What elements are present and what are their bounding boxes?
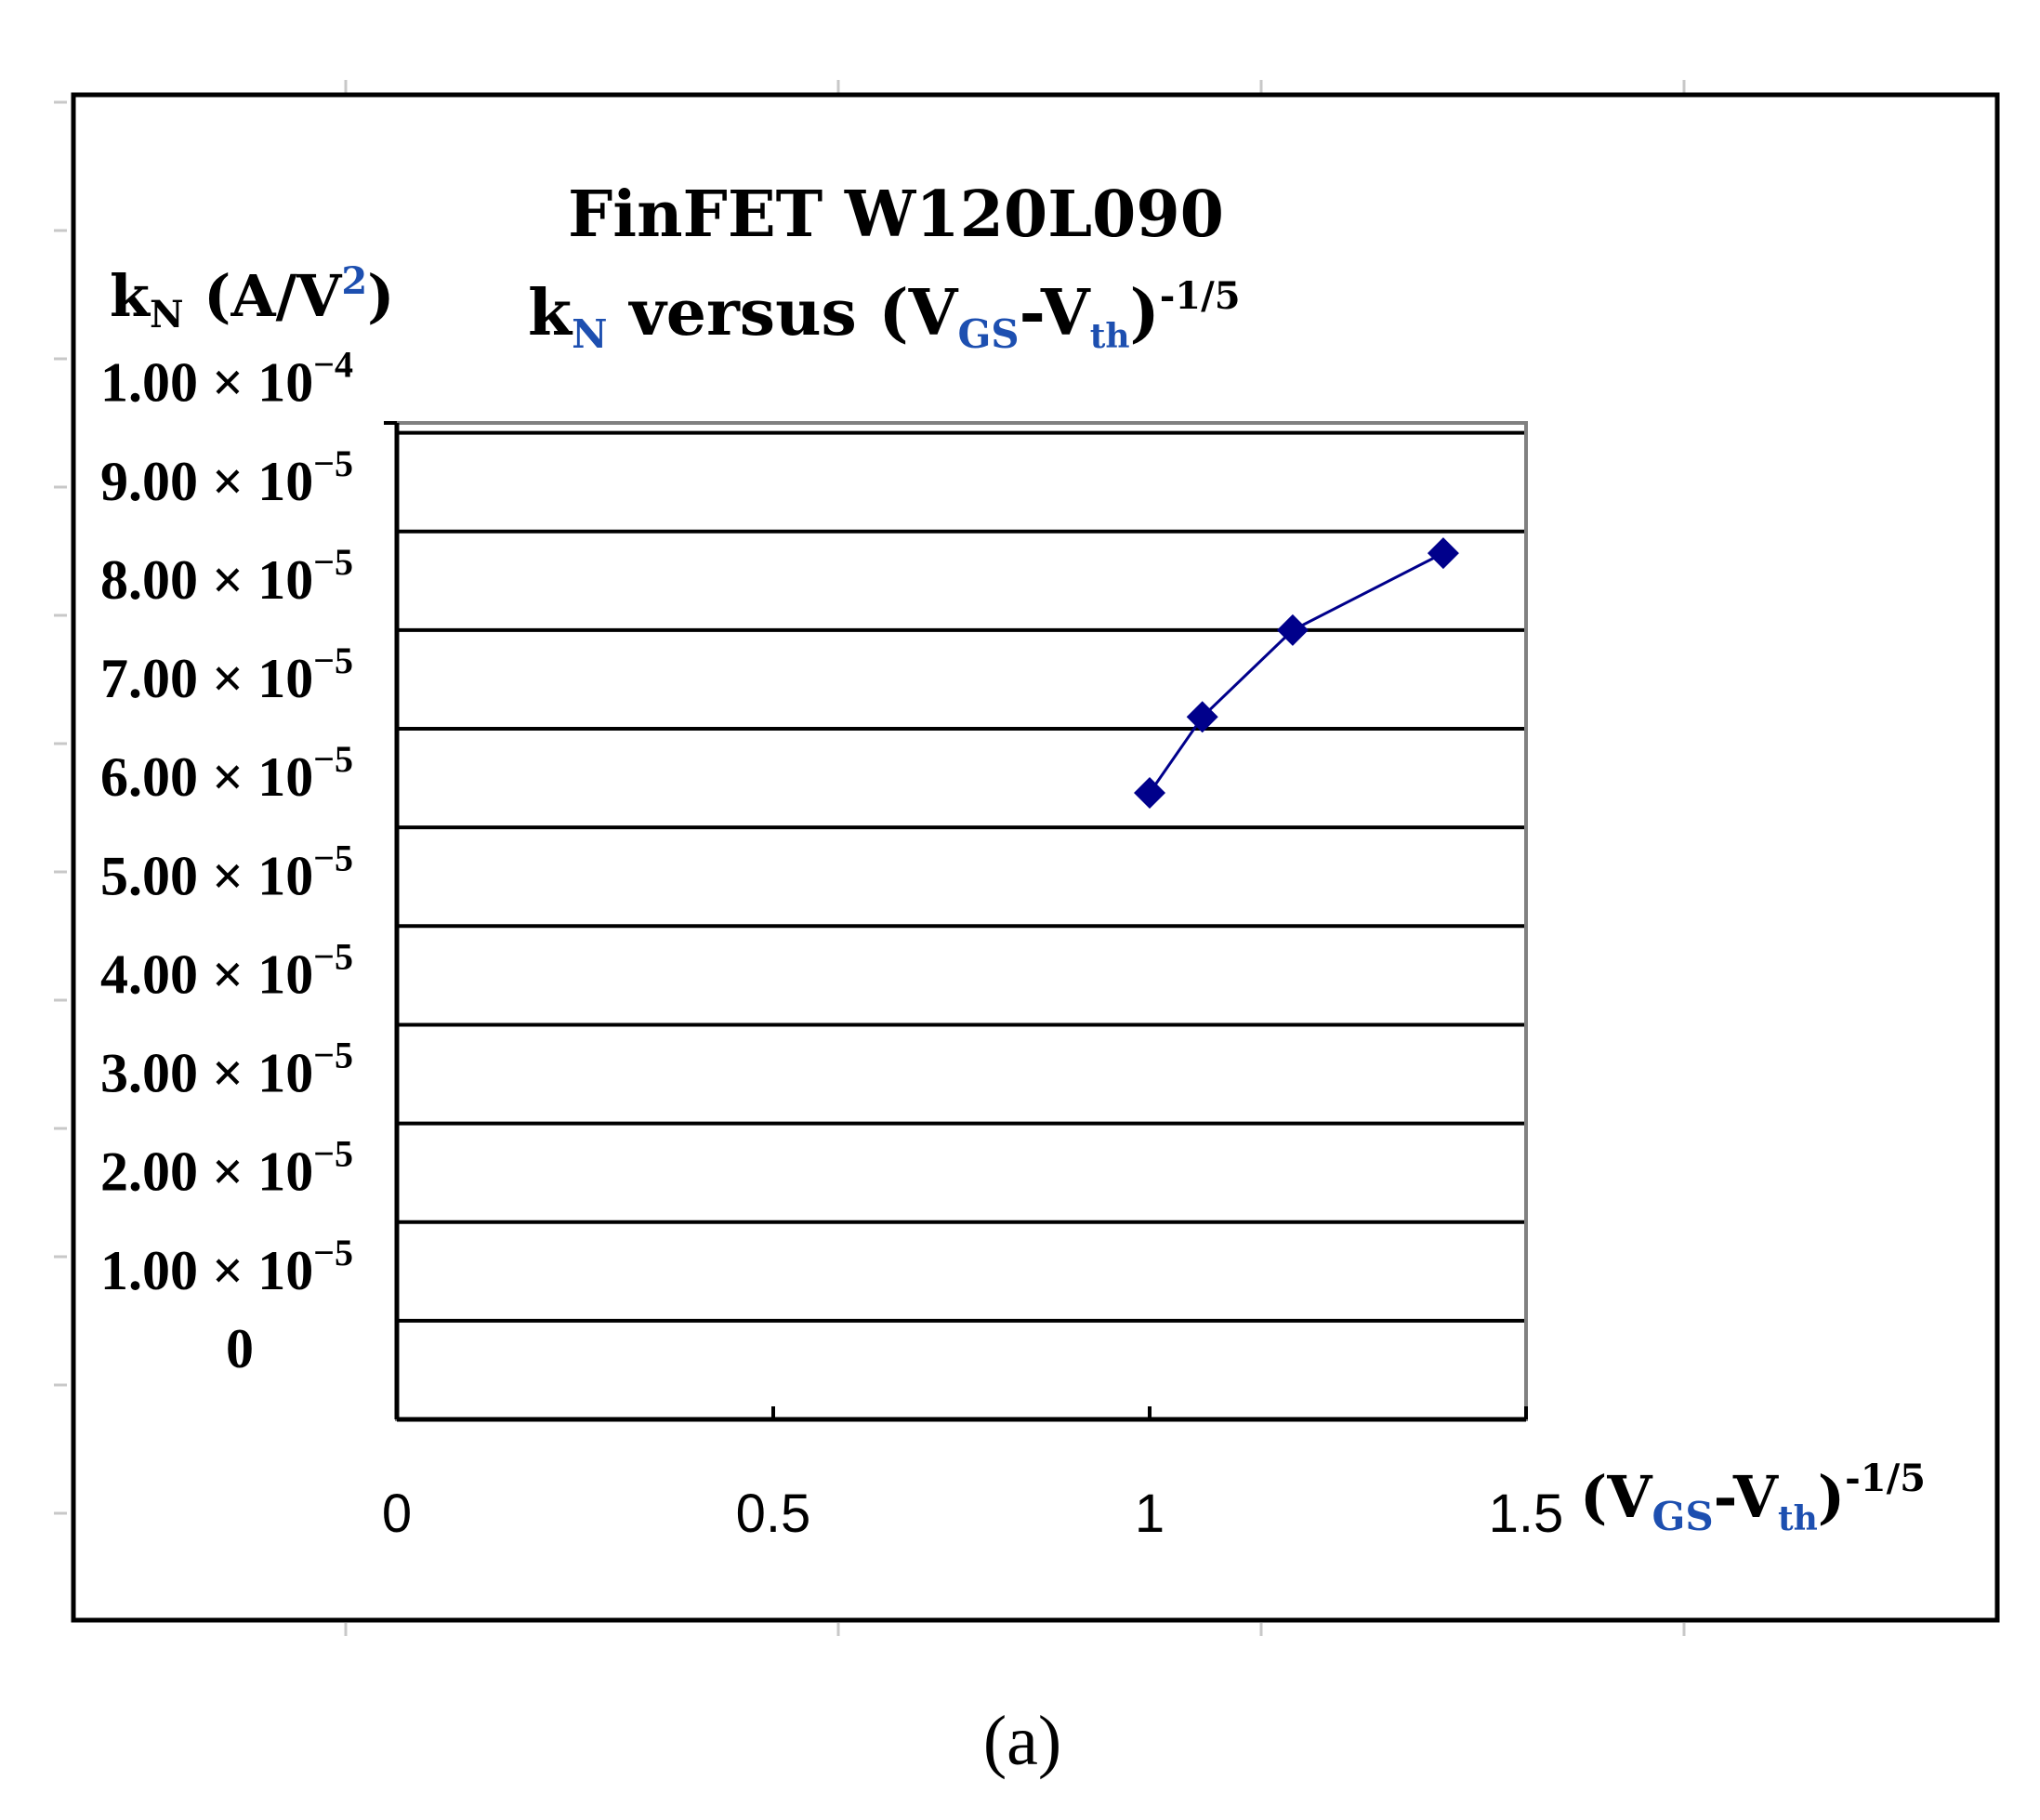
xlabel-dash: -V — [1714, 1463, 1779, 1531]
y-tick-label: 2.00 × 10−5 — [100, 1133, 353, 1203]
y-tick-label: 7.00 × 10−5 — [100, 640, 353, 709]
plot-area: 0 1.00 × 10−5 2.00 × 10−5 3.00 × 10−5 4.00 ×… — [100, 344, 1563, 1544]
x-axis-label: (VGS-Vth)-1/5 — [1580, 1457, 1926, 1539]
subtitle-sub1: GS — [957, 311, 1019, 357]
subtitle-sub2: th — [1090, 317, 1130, 356]
xlabel-close: ) — [1818, 1463, 1845, 1531]
x-tick-label: 1 — [1135, 1484, 1165, 1544]
x-tick-label: 0 — [382, 1484, 412, 1544]
ylabel-k-sub: N — [150, 293, 184, 336]
x-tick-label: 0.5 — [736, 1484, 811, 1544]
x-tick-label: 1.5 — [1489, 1484, 1564, 1544]
subtitle-close: ) — [1130, 276, 1160, 350]
background-tick-marks — [54, 80, 1686, 1636]
ylabel-unit: (A/V — [204, 262, 342, 330]
y-tick-label: 3.00 × 10−5 — [100, 1035, 353, 1104]
xlabel-open: (V — [1580, 1463, 1652, 1531]
y-tick-labels: 0 1.00 × 10−5 2.00 × 10−5 3.00 × 10−5 4.00 ×… — [100, 344, 353, 1379]
y-tick-label: 4.00 × 10−5 — [100, 935, 353, 1005]
data-point-marker — [1276, 613, 1309, 646]
ylabel-k: k — [110, 262, 151, 330]
ylabel-close: ) — [367, 262, 394, 330]
plot-border — [395, 421, 1528, 1421]
chart-title: FinFET W120L090 — [568, 178, 1224, 252]
gridlines — [397, 430, 1524, 1323]
subtitle-open: (V — [879, 276, 959, 350]
series-line — [1148, 551, 1444, 794]
xlabel-exp: -1/5 — [1845, 1457, 1926, 1500]
xlabel-sub2: th — [1778, 1499, 1818, 1538]
data-point-marker — [1186, 701, 1218, 733]
axes — [384, 421, 1528, 1422]
subtitle-exp: -1/5 — [1160, 274, 1241, 318]
series-group — [1134, 537, 1459, 810]
y-tick-label: 9.00 × 10−5 — [100, 442, 353, 512]
xlabel-sub1: GS — [1652, 1494, 1713, 1539]
y-tick-label: 1.00 × 10−4 — [100, 344, 353, 414]
x-tick-labels: 0 0.5 1 1.5 — [382, 1484, 1563, 1544]
y-tick-label: 0 — [226, 1318, 254, 1379]
y-tick-label: 6.00 × 10−5 — [100, 738, 353, 808]
subtitle-k: k — [528, 276, 573, 350]
subtitle-dash: -V — [1020, 276, 1091, 350]
subtitle-k-sub: N — [572, 311, 607, 357]
chart-subtitle: kN versus (VGS-Vth)-1/5 — [528, 274, 1241, 357]
y-tick-label: 8.00 × 10−5 — [100, 541, 353, 611]
data-point-marker — [1427, 537, 1459, 570]
data-point-marker — [1134, 777, 1165, 810]
y-tick-label: 5.00 × 10−5 — [100, 837, 353, 906]
subtitle-versus: versus — [627, 276, 857, 350]
y-axis-label: kN (A/V2) — [110, 259, 395, 336]
ylabel-sup: 2 — [341, 259, 367, 303]
outer-frame — [71, 92, 2000, 1623]
y-tick-label: 1.00 × 10−5 — [100, 1232, 353, 1301]
figure-caption: (a) — [983, 1702, 1061, 1780]
